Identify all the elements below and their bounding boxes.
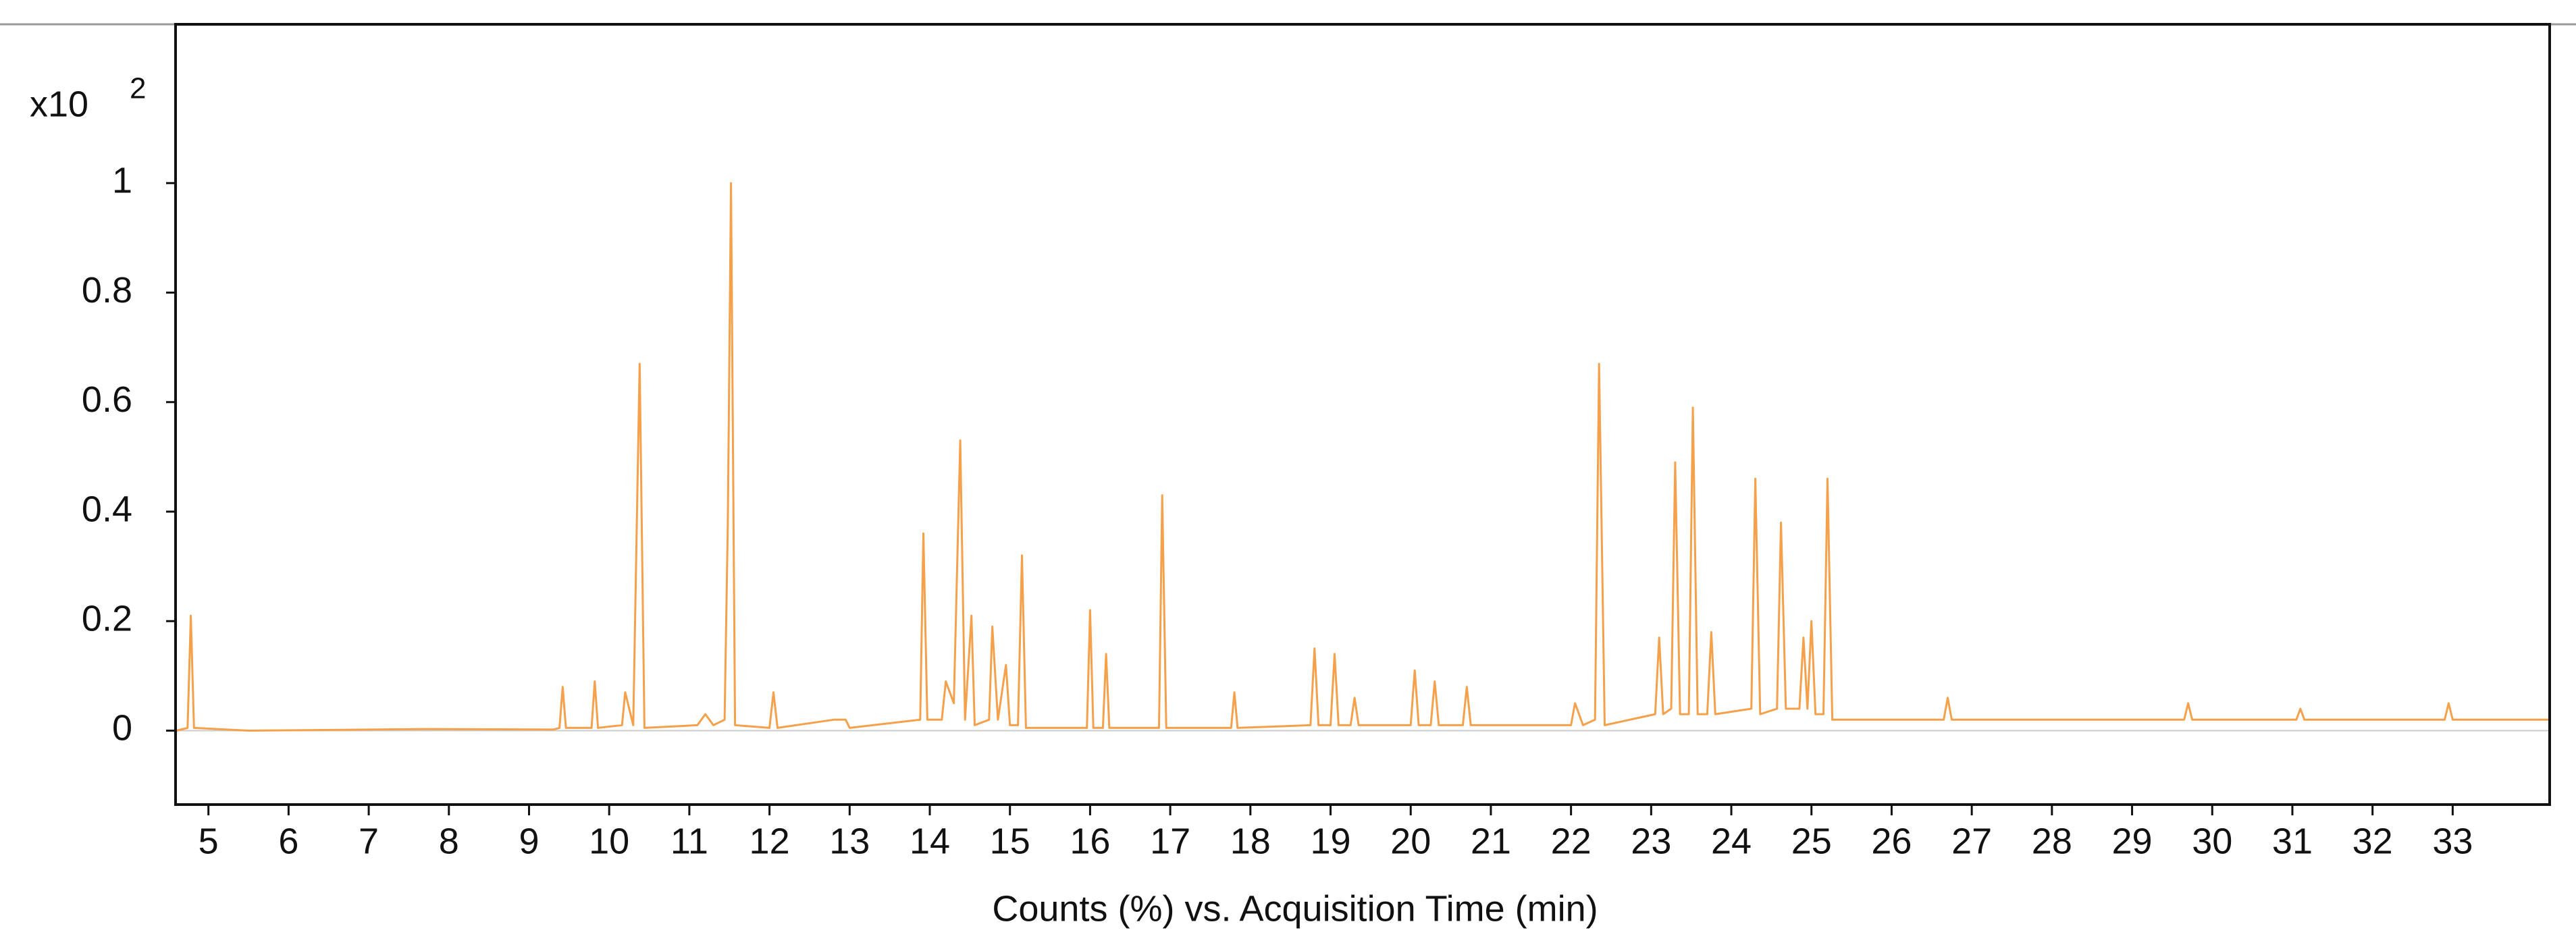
y-tick-label: 0.4 <box>82 489 132 529</box>
x-tick-label: 9 <box>519 821 539 861</box>
y-tick-label: 0 <box>112 708 132 749</box>
y-tick-label: 0.6 <box>82 379 132 420</box>
x-tick-label: 29 <box>2112 821 2153 861</box>
x-tick-label: 15 <box>990 821 1030 861</box>
x-tick-label: 11 <box>671 821 708 861</box>
x-tick-label: 17 <box>1150 821 1190 861</box>
x-tick-label: 18 <box>1230 821 1271 861</box>
x-tick-label: 14 <box>910 821 950 861</box>
x-tick-label: 25 <box>1791 821 1832 861</box>
y-tick-label: 1 <box>112 161 132 201</box>
x-tick-label: 26 <box>1871 821 1912 861</box>
y-tick-label: 0.8 <box>82 270 132 310</box>
plot-frame <box>174 23 2551 806</box>
x-tick-label: 28 <box>2032 821 2072 861</box>
x-tick-label: 31 <box>2272 821 2313 861</box>
x-tick-label: 32 <box>2352 821 2393 861</box>
y-tick-label: 0.2 <box>82 599 132 639</box>
y-multiplier: x10 <box>30 84 88 124</box>
x-tick-label: 7 <box>359 821 379 861</box>
x-tick-label: 6 <box>278 821 298 861</box>
x-tick-label: 5 <box>199 821 219 861</box>
x-tick-label: 21 <box>1471 821 1511 861</box>
x-tick-label: 19 <box>1310 821 1350 861</box>
y-exponent: 2 <box>130 72 146 105</box>
x-tick-label: 10 <box>589 821 629 861</box>
trace-line <box>176 182 2549 732</box>
x-tick-label: 8 <box>439 821 459 861</box>
x-tick-label: 16 <box>1070 821 1110 861</box>
x-tick-label: 27 <box>1951 821 1992 861</box>
x-tick-label: 20 <box>1390 821 1431 861</box>
x-tick-label: 24 <box>1711 821 1752 861</box>
x-tick-label: 13 <box>829 821 870 861</box>
x-axis-label: Counts (%) vs. Acquisition Time (min) <box>992 888 1598 929</box>
x-tick-label: 12 <box>750 821 790 861</box>
x-tick-label: 23 <box>1631 821 1671 861</box>
x-tick-label: 22 <box>1551 821 1592 861</box>
x-tick-label: 30 <box>2192 821 2232 861</box>
x-tick-label: 33 <box>2432 821 2473 861</box>
